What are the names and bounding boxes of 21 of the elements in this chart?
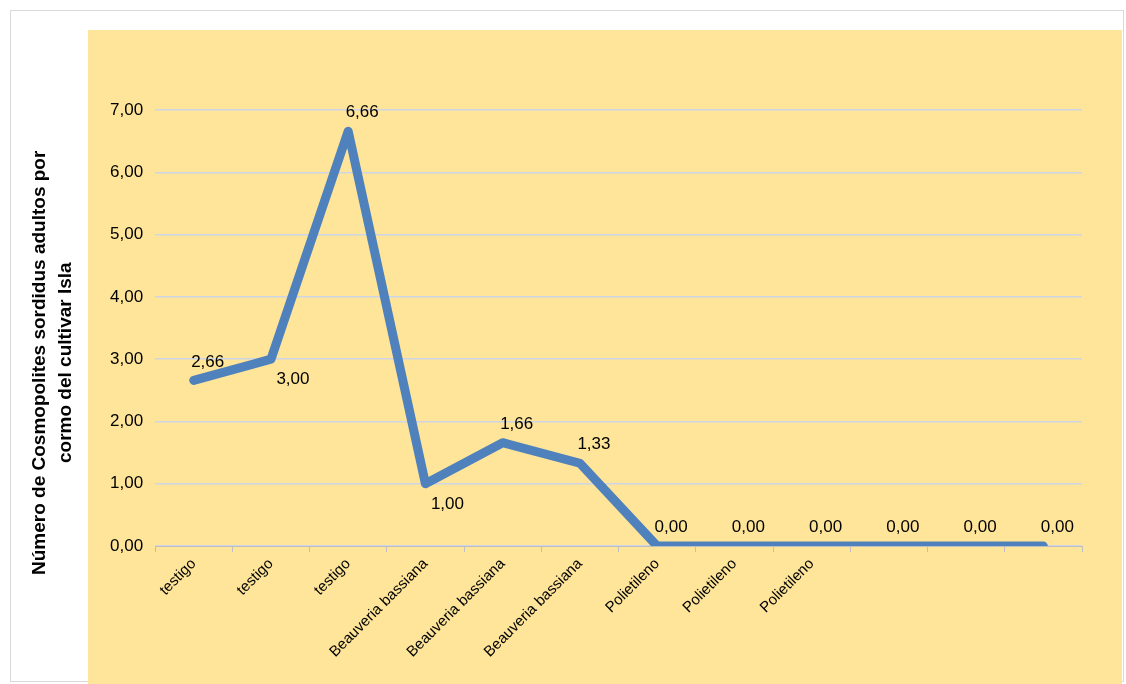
data-label: 0,00 <box>1040 517 1074 537</box>
data-label: 0,00 <box>963 517 997 537</box>
y-tick-label: 3,00 <box>109 348 144 368</box>
y-tick-label: 0,00 <box>109 535 144 555</box>
data-label: 1,66 <box>500 413 534 433</box>
y-tick-label: 7,00 <box>109 99 144 119</box>
data-label: 3,00 <box>276 369 310 389</box>
data-label: 1,00 <box>430 493 464 513</box>
data-label: 0,00 <box>886 517 920 537</box>
y-tick-label: 5,00 <box>109 224 144 244</box>
y-tick-label: 4,00 <box>109 286 144 306</box>
data-label: 6,66 <box>345 102 379 122</box>
y-axis-title: Número de Cosmopolites sordidus adultos por cormo del cultivar Isla <box>27 149 76 578</box>
data-label: 0,00 <box>654 517 688 537</box>
y-tick-label: 2,00 <box>109 411 144 431</box>
data-label: 1,33 <box>577 434 611 454</box>
y-tick-label: 1,00 <box>109 473 144 493</box>
y-tick-label: 6,00 <box>109 161 144 181</box>
data-label: 0,00 <box>731 517 765 537</box>
data-label: 2,66 <box>191 351 225 371</box>
data-label: 0,00 <box>809 517 843 537</box>
